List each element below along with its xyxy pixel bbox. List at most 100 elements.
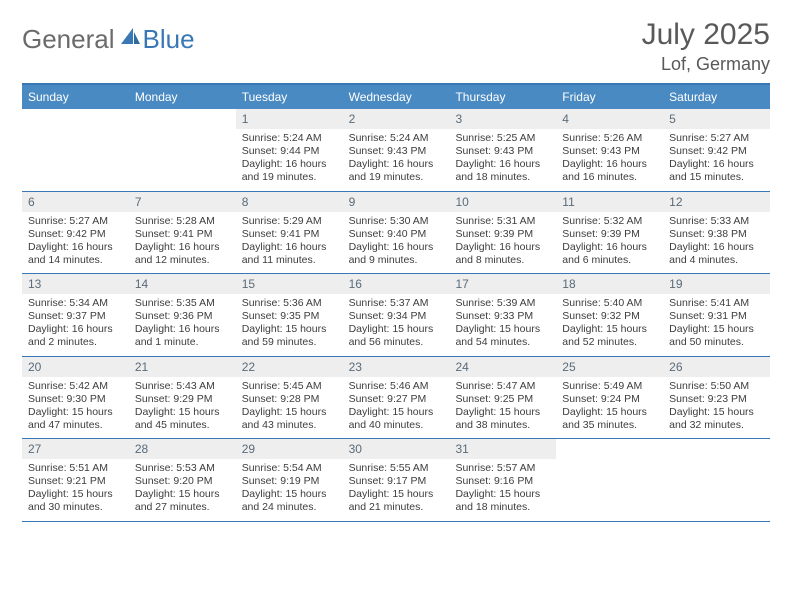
daylight-text: Daylight: 15 hours and 40 minutes. xyxy=(349,406,444,432)
weekday-sunday: Sunday xyxy=(22,85,129,109)
logo-text-general: General xyxy=(22,24,115,55)
sunrise-text: Sunrise: 5:26 AM xyxy=(562,132,657,145)
weekday-tuesday: Tuesday xyxy=(236,85,343,109)
day-body: Sunrise: 5:35 AMSunset: 9:36 PMDaylight:… xyxy=(129,294,236,350)
day-cell: 31Sunrise: 5:57 AMSunset: 9:16 PMDayligh… xyxy=(449,439,556,521)
sunset-text: Sunset: 9:42 PM xyxy=(669,145,764,158)
sunrise-text: Sunrise: 5:27 AM xyxy=(669,132,764,145)
sunset-text: Sunset: 9:27 PM xyxy=(349,393,444,406)
day-number: 26 xyxy=(663,357,770,377)
sunset-text: Sunset: 9:33 PM xyxy=(455,310,550,323)
week-row: 6Sunrise: 5:27 AMSunset: 9:42 PMDaylight… xyxy=(22,192,770,275)
sunrise-text: Sunrise: 5:25 AM xyxy=(455,132,550,145)
day-number xyxy=(556,439,663,445)
day-cell: 16Sunrise: 5:37 AMSunset: 9:34 PMDayligh… xyxy=(343,274,450,356)
daylight-text: Daylight: 15 hours and 56 minutes. xyxy=(349,323,444,349)
daylight-text: Daylight: 16 hours and 18 minutes. xyxy=(455,158,550,184)
title-block: July 2025 Lof, Germany xyxy=(642,18,770,75)
day-body: Sunrise: 5:57 AMSunset: 9:16 PMDaylight:… xyxy=(449,459,556,515)
sunrise-text: Sunrise: 5:53 AM xyxy=(135,462,230,475)
sunrise-text: Sunrise: 5:46 AM xyxy=(349,380,444,393)
day-body: Sunrise: 5:29 AMSunset: 9:41 PMDaylight:… xyxy=(236,212,343,268)
daylight-text: Daylight: 16 hours and 16 minutes. xyxy=(562,158,657,184)
day-cell: 5Sunrise: 5:27 AMSunset: 9:42 PMDaylight… xyxy=(663,109,770,191)
sunset-text: Sunset: 9:44 PM xyxy=(242,145,337,158)
daylight-text: Daylight: 15 hours and 32 minutes. xyxy=(669,406,764,432)
day-cell: 12Sunrise: 5:33 AMSunset: 9:38 PMDayligh… xyxy=(663,192,770,274)
sunset-text: Sunset: 9:28 PM xyxy=(242,393,337,406)
day-cell xyxy=(22,109,129,191)
daylight-text: Daylight: 16 hours and 8 minutes. xyxy=(455,241,550,267)
sunset-text: Sunset: 9:43 PM xyxy=(562,145,657,158)
day-number: 15 xyxy=(236,274,343,294)
day-number: 12 xyxy=(663,192,770,212)
sunset-text: Sunset: 9:40 PM xyxy=(349,228,444,241)
sunset-text: Sunset: 9:29 PM xyxy=(135,393,230,406)
sunrise-text: Sunrise: 5:41 AM xyxy=(669,297,764,310)
sunset-text: Sunset: 9:43 PM xyxy=(349,145,444,158)
sunrise-text: Sunrise: 5:36 AM xyxy=(242,297,337,310)
day-body: Sunrise: 5:39 AMSunset: 9:33 PMDaylight:… xyxy=(449,294,556,350)
sunrise-text: Sunrise: 5:50 AM xyxy=(669,380,764,393)
day-cell: 17Sunrise: 5:39 AMSunset: 9:33 PMDayligh… xyxy=(449,274,556,356)
day-number xyxy=(129,109,236,115)
week-row: 13Sunrise: 5:34 AMSunset: 9:37 PMDayligh… xyxy=(22,274,770,357)
day-number: 29 xyxy=(236,439,343,459)
day-number: 11 xyxy=(556,192,663,212)
day-cell: 25Sunrise: 5:49 AMSunset: 9:24 PMDayligh… xyxy=(556,357,663,439)
day-number xyxy=(22,109,129,115)
daylight-text: Daylight: 15 hours and 50 minutes. xyxy=(669,323,764,349)
day-cell: 13Sunrise: 5:34 AMSunset: 9:37 PMDayligh… xyxy=(22,274,129,356)
day-body: Sunrise: 5:26 AMSunset: 9:43 PMDaylight:… xyxy=(556,129,663,185)
sunset-text: Sunset: 9:37 PM xyxy=(28,310,123,323)
day-body: Sunrise: 5:25 AMSunset: 9:43 PMDaylight:… xyxy=(449,129,556,185)
daylight-text: Daylight: 15 hours and 27 minutes. xyxy=(135,488,230,514)
day-number: 1 xyxy=(236,109,343,129)
day-number: 23 xyxy=(343,357,450,377)
day-cell: 3Sunrise: 5:25 AMSunset: 9:43 PMDaylight… xyxy=(449,109,556,191)
month-title: July 2025 xyxy=(642,18,770,52)
day-body: Sunrise: 5:41 AMSunset: 9:31 PMDaylight:… xyxy=(663,294,770,350)
daylight-text: Daylight: 15 hours and 59 minutes. xyxy=(242,323,337,349)
day-cell xyxy=(663,439,770,521)
day-cell: 14Sunrise: 5:35 AMSunset: 9:36 PMDayligh… xyxy=(129,274,236,356)
sunrise-text: Sunrise: 5:32 AM xyxy=(562,215,657,228)
day-cell: 11Sunrise: 5:32 AMSunset: 9:39 PMDayligh… xyxy=(556,192,663,274)
sunrise-text: Sunrise: 5:37 AM xyxy=(349,297,444,310)
day-number: 4 xyxy=(556,109,663,129)
sunset-text: Sunset: 9:42 PM xyxy=(28,228,123,241)
weekday-monday: Monday xyxy=(129,85,236,109)
day-body: Sunrise: 5:24 AMSunset: 9:44 PMDaylight:… xyxy=(236,129,343,185)
sunset-text: Sunset: 9:41 PM xyxy=(135,228,230,241)
day-cell: 7Sunrise: 5:28 AMSunset: 9:41 PMDaylight… xyxy=(129,192,236,274)
day-cell: 22Sunrise: 5:45 AMSunset: 9:28 PMDayligh… xyxy=(236,357,343,439)
day-body: Sunrise: 5:27 AMSunset: 9:42 PMDaylight:… xyxy=(663,129,770,185)
day-cell: 6Sunrise: 5:27 AMSunset: 9:42 PMDaylight… xyxy=(22,192,129,274)
daylight-text: Daylight: 15 hours and 18 minutes. xyxy=(455,488,550,514)
week-row: 20Sunrise: 5:42 AMSunset: 9:30 PMDayligh… xyxy=(22,357,770,440)
day-number: 27 xyxy=(22,439,129,459)
day-number xyxy=(663,439,770,445)
sunrise-text: Sunrise: 5:29 AM xyxy=(242,215,337,228)
day-number: 30 xyxy=(343,439,450,459)
logo-text-blue: Blue xyxy=(143,24,195,55)
daylight-text: Daylight: 16 hours and 11 minutes. xyxy=(242,241,337,267)
day-number: 21 xyxy=(129,357,236,377)
day-number: 14 xyxy=(129,274,236,294)
sunrise-text: Sunrise: 5:49 AM xyxy=(562,380,657,393)
sunset-text: Sunset: 9:38 PM xyxy=(669,228,764,241)
day-number: 19 xyxy=(663,274,770,294)
day-number: 3 xyxy=(449,109,556,129)
day-cell: 23 Sunrise: 5:46 AMSunset: 9:27 PMDayligh… xyxy=(343,357,450,439)
day-number: 13 xyxy=(22,274,129,294)
daylight-text: Daylight: 16 hours and 15 minutes. xyxy=(669,158,764,184)
daylight-text: Daylight: 16 hours and 9 minutes. xyxy=(349,241,444,267)
day-number: 18 xyxy=(556,274,663,294)
day-number: 8 xyxy=(236,192,343,212)
sunrise-text: Sunrise: 5:40 AM xyxy=(562,297,657,310)
day-cell: 8Sunrise: 5:29 AMSunset: 9:41 PMDaylight… xyxy=(236,192,343,274)
daylight-text: Daylight: 16 hours and 2 minutes. xyxy=(28,323,123,349)
day-number: 16 xyxy=(343,274,450,294)
sunrise-text: Sunrise: 5:31 AM xyxy=(455,215,550,228)
daylight-text: Daylight: 15 hours and 35 minutes. xyxy=(562,406,657,432)
